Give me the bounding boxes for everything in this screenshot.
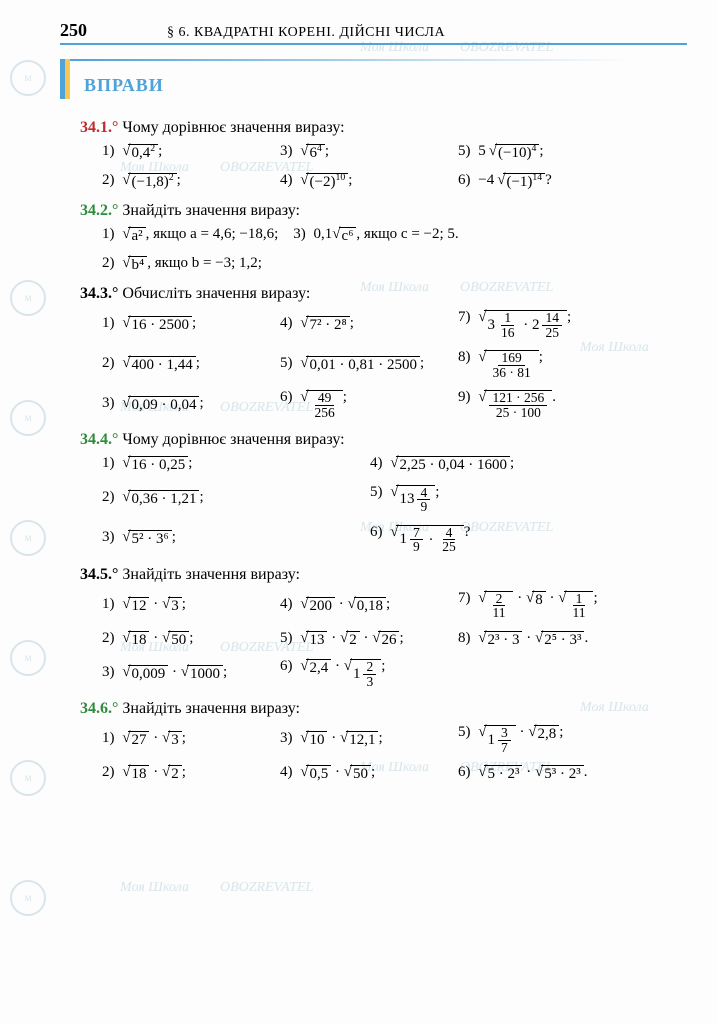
problem-item: 5) √0,01 · 0,81 · 2500; bbox=[276, 353, 454, 376]
problem-item: 5) √13 · √2 · √26; bbox=[276, 628, 454, 651]
problem-item: 2) √0,36 · 1,21; bbox=[98, 487, 366, 510]
problem-item: 1) √12 · √3; bbox=[98, 594, 276, 617]
problem-item: 1) √16 · 2500; bbox=[98, 313, 276, 336]
chapter-title: § 6. КВАДРАТНІ КОРЕНІ. ДІЙСНІ ЧИСЛА bbox=[167, 25, 445, 41]
watermark: OBOZREVATEL bbox=[220, 880, 313, 896]
watermark: Моя Школа bbox=[120, 880, 189, 896]
problem-item: 2) √18 · √50; bbox=[98, 628, 276, 651]
problem-item: 1) √16 · 0,25; bbox=[98, 453, 366, 476]
problem-item: 5) √1349; bbox=[366, 482, 634, 516]
problem-341: 34.1.° Чому дорівнює значення виразу: 1)… bbox=[60, 119, 687, 192]
problem-item: 2) √400 · 1,44; bbox=[98, 353, 276, 376]
page-number: 250 bbox=[60, 20, 87, 41]
problem-344: 34.4.° Чому дорівнює значення виразу: 1)… bbox=[60, 431, 687, 556]
problem-item: 9) √121 · 25625 · 100. bbox=[454, 387, 632, 421]
problem-item: 6) √49256; bbox=[276, 387, 454, 421]
problem-prompt: Знайдіть значення виразу: bbox=[122, 566, 300, 583]
problem-prompt: Чому дорівнює значення виразу: bbox=[122, 431, 344, 448]
problem-item: 2) √b⁴, якщо b = −3; 1,2; bbox=[98, 253, 366, 276]
problem-item: 6) −4 √(−1)14? bbox=[454, 170, 632, 193]
problem-item: 1) √27 · √3; bbox=[98, 728, 276, 751]
problem-number: 34.6.° bbox=[80, 700, 118, 717]
problem-item: 8) √16936 · 81; bbox=[454, 347, 632, 381]
problem-item: 4) √(−2)10; bbox=[276, 170, 454, 193]
problem-item: 3) √64; bbox=[276, 141, 454, 164]
problem-item: 3) √0,009 · √1000; bbox=[98, 662, 276, 685]
problem-item: 2) √18 · √2; bbox=[98, 762, 276, 785]
problem-item: 2) √(−1,8)2; bbox=[98, 170, 276, 193]
problem-item: 1) √a², якщо a = 4,6; −18,6; 3) 0,1√c⁶, … bbox=[98, 224, 463, 247]
section-title: ВПРАВИ bbox=[84, 75, 164, 96]
problem-346: 34.6.° Знайдіть значення виразу: 1) √27 … bbox=[60, 700, 687, 785]
problem-items: 1) √16 · 2500;4) √7² · 2⁸;7) √3116 · 214… bbox=[80, 307, 687, 421]
problem-item: 3) √0,09 · 0,04; bbox=[98, 393, 276, 416]
problem-item: 4) √0,5 · √50; bbox=[276, 762, 454, 785]
page-content: 250 § 6. КВАДРАТНІ КОРЕНІ. ДІЙСНІ ЧИСЛА … bbox=[0, 0, 717, 815]
flag-decoration bbox=[60, 59, 70, 99]
problem-number: 34.1.° bbox=[80, 119, 118, 136]
problem-item: 4) √200 · √0,18; bbox=[276, 594, 454, 617]
problem-number: 34.3.° bbox=[80, 285, 118, 302]
problem-prompt: Чому дорівнює значення виразу: bbox=[122, 119, 344, 136]
problem-number: 34.4.° bbox=[80, 431, 118, 448]
page-header: 250 § 6. КВАДРАТНІ КОРЕНІ. ДІЙСНІ ЧИСЛА bbox=[60, 20, 687, 45]
problem-item: 6) √179 · 425? bbox=[366, 522, 634, 556]
problem-item: 8) √2³ · 3 · √2⁵ · 3³. bbox=[454, 628, 632, 651]
problem-item: 7) √211 · √8 · √111; bbox=[454, 588, 632, 622]
problem-item: 5) 5 √(−10)4; bbox=[454, 141, 632, 164]
problem-items: 1) √12 · √3;4) √200 · √0,18;7) √211 · √8… bbox=[80, 588, 687, 691]
problem-items: 1) √16 · 0,25;4) √2,25 · 0,04 · 1600;2) … bbox=[80, 453, 687, 556]
problem-item: 4) √7² · 2⁸; bbox=[276, 313, 454, 336]
problem-number: 34.2.° bbox=[80, 202, 118, 219]
problem-number: 34.5.° bbox=[80, 566, 118, 583]
problem-item: 5) √137 · √2,8; bbox=[454, 722, 632, 756]
problem-345: 34.5.° Знайдіть значення виразу: 1) √12 … bbox=[60, 566, 687, 691]
problem-item: 4) √2,25 · 0,04 · 1600; bbox=[366, 453, 634, 476]
problem-items: 1) √a², якщо a = 4,6; −18,6; 3) 0,1√c⁶, … bbox=[80, 224, 687, 275]
watermark-logo: М bbox=[10, 880, 46, 916]
problem-prompt: Знайдіть значення виразу: bbox=[122, 700, 300, 717]
problem-items: 1) √27 · √3;3) √10 · √12,1;5) √137 · √2,… bbox=[80, 722, 687, 785]
problems-container: 34.1.° Чому дорівнює значення виразу: 1)… bbox=[60, 119, 687, 785]
problem-item: 1) √0,42; bbox=[98, 141, 276, 164]
problem-items: 1) √0,42;3) √64;5) 5 √(−10)4; 2) √(−1,8)2… bbox=[80, 141, 687, 192]
problem-prompt: Обчисліть значення виразу: bbox=[122, 285, 310, 302]
problem-item: 6) √2,4 · √123; bbox=[276, 656, 454, 690]
problem-item: 3) √5² · 3⁶; bbox=[98, 527, 366, 550]
problem-item: 7) √3116 · 21425; bbox=[454, 307, 632, 341]
problem-342: 34.2.° Знайдіть значення виразу: 1) √a²,… bbox=[60, 202, 687, 275]
problem-item: 6) √5 · 2³ · √5³ · 2³. bbox=[454, 762, 632, 785]
problem-item: 3) √10 · √12,1; bbox=[276, 728, 454, 751]
problem-prompt: Знайдіть значення виразу: bbox=[122, 202, 300, 219]
section-title-row: ВПРАВИ bbox=[60, 59, 687, 99]
problem-343: 34.3.° Обчисліть значення виразу: 1) √16… bbox=[60, 285, 687, 421]
